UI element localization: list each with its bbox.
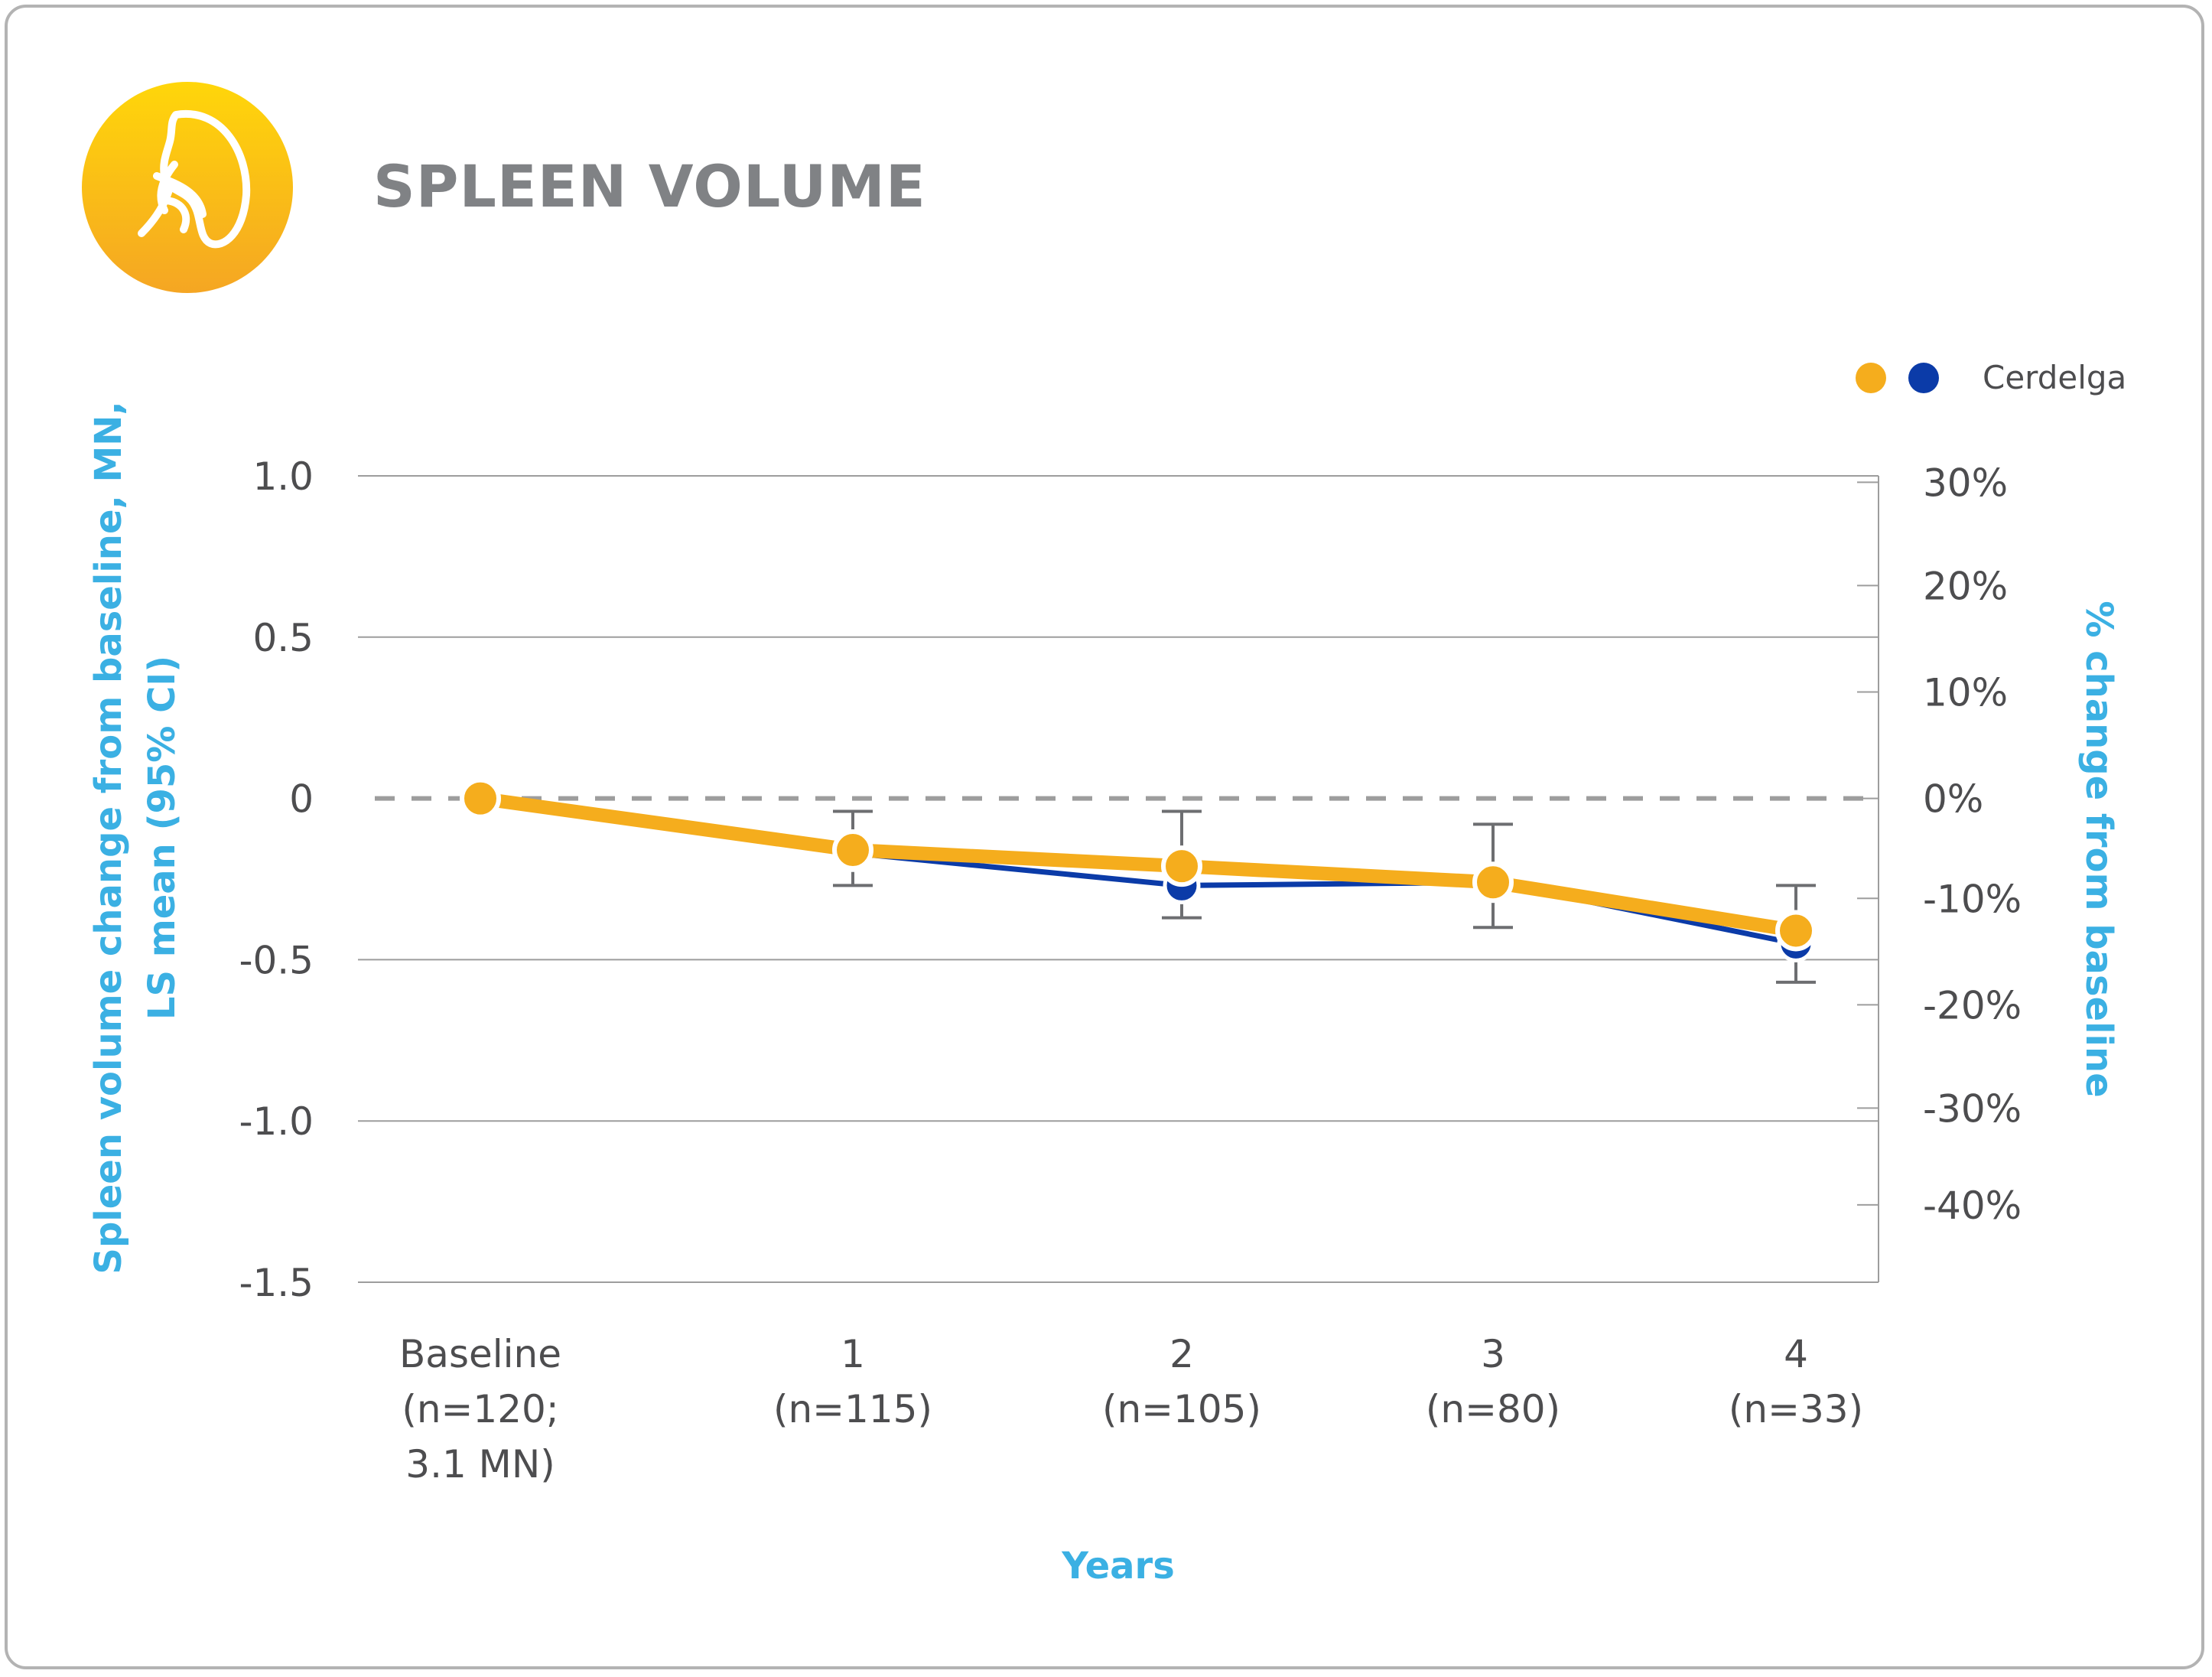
plot-area: 1.0 0.5 0 -0.5 -1.0 -1.5 30% 20% 10% 0% -10% -20% -3… bbox=[239, 454, 2022, 1487]
legend-marker-blue bbox=[1908, 363, 1939, 393]
x-category-label: (n=120; bbox=[402, 1387, 558, 1431]
legend: Cerdelga bbox=[1856, 359, 2126, 396]
chart-card bbox=[5, 5, 2204, 1669]
x-category-label: (n=105) bbox=[1102, 1387, 1261, 1431]
y-tick-label-right: -30% bbox=[1923, 1086, 2022, 1131]
y-tick-label-right: 30% bbox=[1923, 461, 2008, 505]
x-axis-title: Years bbox=[1061, 1545, 1175, 1587]
data-point-orange bbox=[1472, 861, 1514, 904]
x-category-label: 3.1 MN) bbox=[405, 1442, 555, 1487]
chart-title: SPLEEN VOLUME bbox=[373, 152, 926, 220]
spleen-icon bbox=[82, 82, 293, 293]
y-tick-label-left: 0.5 bbox=[252, 616, 314, 660]
y-tick-label-right: -10% bbox=[1923, 877, 2022, 921]
x-category-label: Baseline bbox=[399, 1332, 561, 1376]
y-tick-label-right: 10% bbox=[1923, 670, 2008, 715]
y-tick-label-right: -40% bbox=[1923, 1184, 2022, 1228]
y-tick-label-right: -20% bbox=[1923, 983, 2022, 1027]
x-category-label: 2 bbox=[1169, 1332, 1194, 1376]
y-axis-left-title-line-2: LS mean (95% CI) bbox=[141, 656, 184, 1020]
y-tick-label-right: 20% bbox=[1923, 564, 2008, 608]
x-category-label: 4 bbox=[1784, 1332, 1808, 1376]
x-category-label: 1 bbox=[841, 1332, 865, 1376]
x-category-label: (n=33) bbox=[1729, 1387, 1863, 1431]
x-category-label: (n=115) bbox=[773, 1387, 932, 1431]
x-category-label: (n=80) bbox=[1426, 1387, 1560, 1431]
data-point-orange bbox=[832, 829, 873, 871]
data-point-orange bbox=[1161, 845, 1202, 887]
legend-marker-orange bbox=[1856, 363, 1886, 393]
x-category-label: 3 bbox=[1481, 1332, 1505, 1376]
series-line-orange bbox=[473, 791, 1803, 938]
y-tick-label-left: -0.5 bbox=[239, 938, 314, 982]
y-axis-right-title: % change from baseline bbox=[2077, 601, 2120, 1097]
y-tick-label-left: -1.0 bbox=[239, 1099, 314, 1144]
y-tick-label-right: 0% bbox=[1923, 777, 1983, 822]
y-tick-label-left: -1.5 bbox=[239, 1261, 314, 1305]
data-point-orange bbox=[460, 777, 501, 819]
y-axis-left-title-line-1: Spleen volume change from baseline, MN, bbox=[87, 401, 130, 1274]
y-tick-label-left: 1.0 bbox=[252, 454, 314, 499]
data-point-orange bbox=[1775, 910, 1817, 952]
legend-label: Cerdelga bbox=[1983, 359, 2126, 396]
y-tick-label-left: 0 bbox=[289, 777, 314, 822]
